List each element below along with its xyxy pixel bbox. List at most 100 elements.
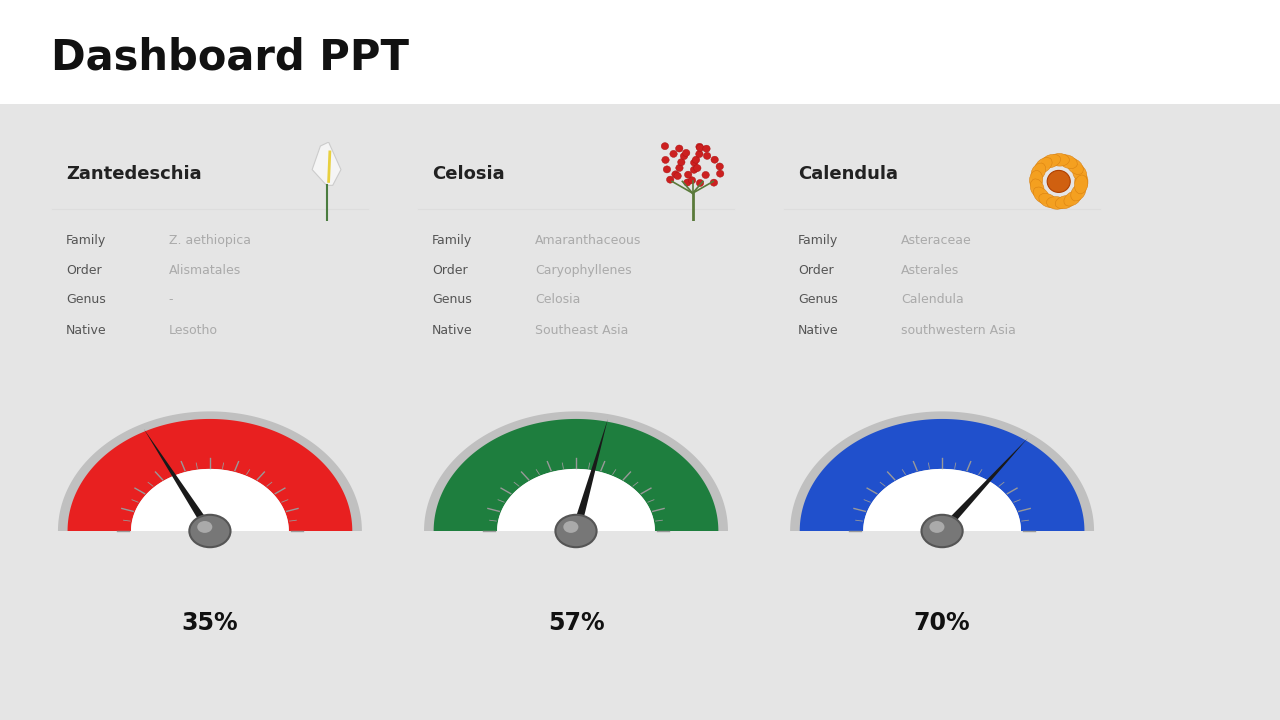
Circle shape [689,176,696,184]
Circle shape [556,515,596,547]
Text: Caryophyllenes: Caryophyllenes [535,264,631,276]
Polygon shape [58,411,362,531]
Ellipse shape [1073,164,1087,182]
Circle shape [690,166,698,174]
Bar [0,104,1280,720]
Circle shape [703,145,710,152]
Ellipse shape [1059,155,1078,168]
Polygon shape [131,469,289,531]
Ellipse shape [1066,158,1083,174]
Circle shape [682,149,690,156]
Ellipse shape [1039,194,1057,207]
Circle shape [197,521,212,533]
Polygon shape [863,469,1021,531]
Circle shape [696,145,704,151]
Text: Order: Order [431,264,467,276]
Polygon shape [143,428,214,533]
Text: Amaranthaceous: Amaranthaceous [535,235,641,248]
Text: Genus: Genus [797,293,837,306]
Text: 57%: 57% [548,611,604,635]
Circle shape [696,179,704,186]
Circle shape [929,521,945,533]
Circle shape [695,150,703,158]
Polygon shape [497,469,655,531]
Circle shape [662,143,668,150]
Circle shape [717,170,724,177]
Polygon shape [800,419,1084,531]
Text: Zantedeschia: Zantedeschia [65,165,201,183]
Circle shape [680,153,687,160]
Circle shape [716,163,723,170]
Circle shape [669,150,677,158]
Text: 70%: 70% [914,611,970,635]
Circle shape [662,156,669,163]
Circle shape [663,166,671,173]
Polygon shape [572,419,608,532]
Text: Lesotho: Lesotho [169,324,218,337]
Text: Celosia: Celosia [431,165,504,183]
Ellipse shape [1055,196,1075,209]
Text: Asterales: Asterales [901,264,959,276]
Ellipse shape [1036,158,1052,174]
Circle shape [692,156,700,163]
Text: Asteraceae: Asteraceae [901,235,972,248]
Polygon shape [434,419,718,531]
Circle shape [189,515,230,547]
Circle shape [710,156,718,163]
Text: -: - [169,293,173,306]
Bar [0,0,1280,104]
Circle shape [685,171,692,179]
Polygon shape [312,142,340,185]
Text: southwestern Asia: southwestern Asia [901,324,1016,337]
Ellipse shape [1064,191,1082,206]
Text: Genus: Genus [431,293,471,306]
Ellipse shape [1042,154,1061,168]
Circle shape [704,153,710,159]
Polygon shape [938,438,1028,533]
Circle shape [701,171,709,179]
Text: Genus: Genus [65,293,105,306]
Circle shape [1047,171,1070,192]
Circle shape [667,176,673,183]
Circle shape [710,179,718,186]
Ellipse shape [1033,187,1050,204]
Ellipse shape [1029,171,1043,189]
Circle shape [696,143,703,150]
Text: Calendula: Calendula [901,293,964,306]
Text: Family: Family [65,235,106,248]
Text: Family: Family [431,235,472,248]
Text: Order: Order [65,264,101,276]
Circle shape [672,171,680,178]
Polygon shape [790,411,1094,531]
Text: Native: Native [431,324,472,337]
Text: Celosia: Celosia [535,293,580,306]
Text: Family: Family [797,235,838,248]
Circle shape [676,145,684,152]
Ellipse shape [1030,179,1044,197]
Text: Order: Order [797,264,833,276]
Text: Native: Native [797,324,838,337]
Text: Dashboard PPT: Dashboard PPT [51,37,410,78]
Text: Z. aethiopica: Z. aethiopica [169,235,251,248]
Ellipse shape [1047,197,1066,210]
Text: 35%: 35% [182,611,238,635]
Ellipse shape [1030,163,1046,181]
Polygon shape [424,411,728,531]
Text: Alismatales: Alismatales [169,264,241,276]
Circle shape [690,159,698,166]
Ellipse shape [1050,153,1069,166]
Circle shape [684,179,691,186]
Ellipse shape [1074,175,1088,194]
Circle shape [694,165,701,171]
Circle shape [676,164,684,171]
Circle shape [563,521,579,533]
Circle shape [675,172,681,179]
Ellipse shape [1071,184,1085,201]
Text: Native: Native [65,324,106,337]
Polygon shape [68,419,352,531]
Text: Calendula: Calendula [797,165,899,183]
Ellipse shape [1075,172,1088,191]
Text: Southeast Asia: Southeast Asia [535,324,628,337]
Circle shape [677,158,685,166]
Circle shape [922,515,963,547]
